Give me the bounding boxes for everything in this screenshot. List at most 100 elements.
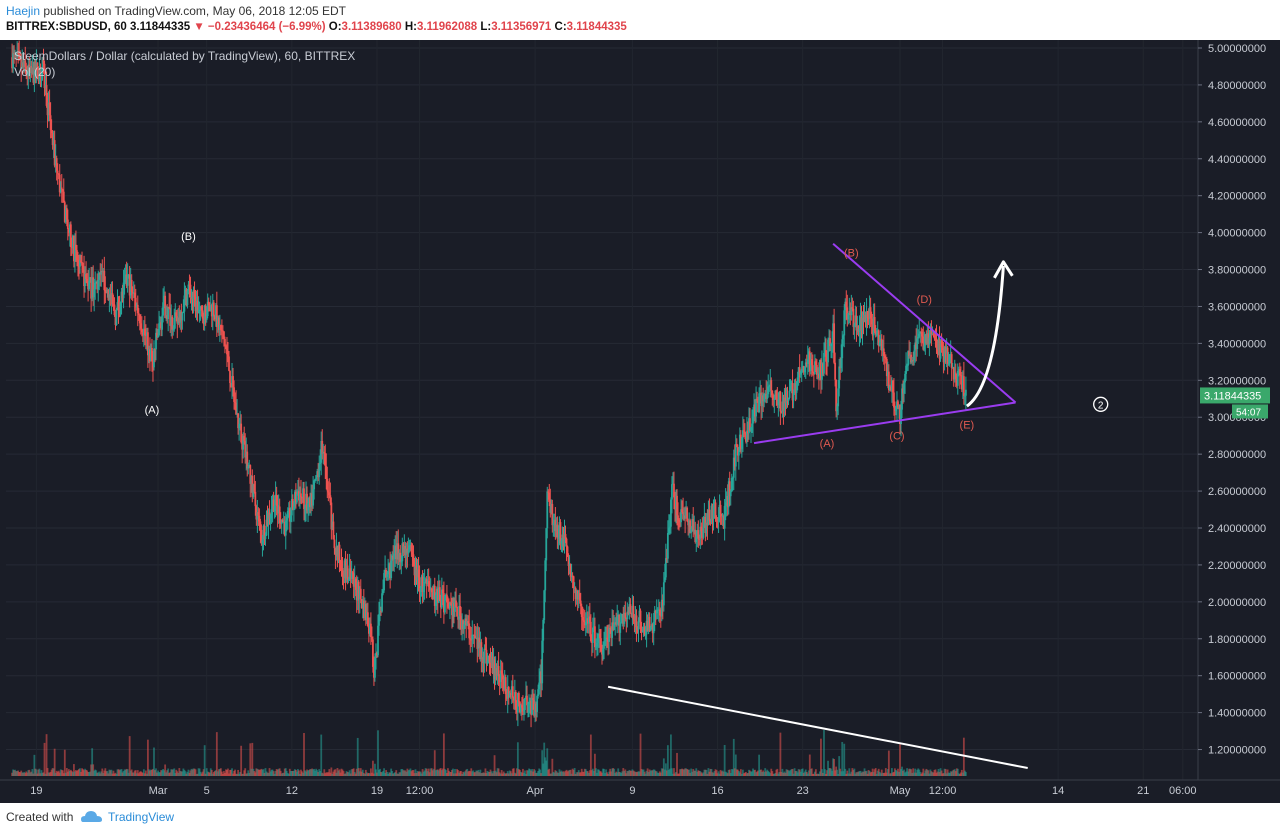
volume-bar [188,772,191,776]
candle-body [560,540,563,544]
candle-body [264,535,267,540]
candle-body [496,665,499,677]
volume-bar [710,769,713,776]
volume-bar [149,770,151,776]
volume-bar [411,770,414,776]
volume-bar [222,773,224,776]
candle-body [587,616,590,624]
volume-bar [936,771,939,776]
volume-bar [602,768,604,776]
candle-body [55,158,58,171]
volume-bar [596,772,598,776]
candle-body [592,626,595,628]
volume-bar [150,769,152,776]
candle-body [81,262,83,266]
candle-body [165,315,168,318]
candle-body [163,295,166,303]
candle-body [873,317,876,331]
candle-body [426,581,429,585]
candle-body [802,366,805,373]
candle-body [115,309,118,326]
volume-bar [617,768,620,776]
volume-bar [153,747,155,776]
candle-body [723,505,726,529]
candle-body [412,554,415,562]
candle-body [94,282,97,290]
volume-bar [508,770,511,776]
volume-bar [749,770,751,776]
x-tick-label: 12 [286,785,298,797]
candle-body [332,521,335,540]
candle-body [380,611,382,613]
candle-body [590,640,593,643]
candle-body [410,545,413,553]
candle-body [474,635,477,639]
volume-bar [50,769,53,776]
candle-body [844,301,847,311]
y-tick-label: 2.80000000 [1208,449,1266,461]
volume-bar [367,772,370,776]
candle-body [874,330,877,335]
candle-body [835,379,838,412]
candle-body [123,279,126,283]
candle-body [359,588,362,600]
price-chart[interactable]: 5.000000004.800000004.600000004.40000000… [0,40,1280,803]
volume-bar [859,770,862,776]
candle-body [341,568,344,576]
x-tick-label: 12:00 [929,785,957,797]
volume-bar [315,768,318,776]
candle-body [457,616,459,620]
volume-bar [265,771,268,776]
candle-body [36,62,39,76]
volume-bar [573,768,576,776]
candle-body [871,324,874,336]
volume-bar [99,773,102,776]
volume-bar [347,772,350,776]
volume-bar [432,768,435,776]
candle-body [659,615,662,617]
volume-bar [300,769,302,776]
candle-body [942,350,945,363]
volume-bar [362,772,365,776]
volume-bar [789,770,792,776]
volume-bar [706,773,709,776]
candle-body [715,518,718,520]
volume-bar [929,769,932,776]
x-tick-label: 16 [711,785,723,797]
candle-body [777,399,780,406]
volume-bar [332,771,335,776]
volume-bar [424,768,427,776]
volume-bar [197,768,200,776]
volume-bar [930,771,933,776]
volume-bar [51,768,54,776]
tradingview-brand[interactable]: TradingView [108,810,175,824]
volume-bar [25,771,28,776]
candle-body [383,573,385,591]
candle-body [436,588,439,603]
candle-body [290,498,293,516]
candle-body [811,365,814,373]
volume-bar [297,769,299,776]
volume-bar [586,771,589,776]
volume-bar [179,770,182,776]
candle-body [269,514,272,519]
author-link[interactable]: Haejin [6,4,41,18]
volume-bar [435,769,438,776]
volume-bar [946,769,949,776]
candle-body [638,610,641,622]
candle-body [260,529,263,544]
candle-body [683,515,686,520]
x-tick-label: 5 [204,785,210,797]
candle-body [885,359,888,377]
candle-body [93,289,96,298]
candle-body [199,306,202,310]
candle-body [552,523,555,526]
candle-body [924,334,927,346]
candle-body [289,515,292,522]
volume-bar [699,771,702,776]
candle-body [542,619,545,641]
volume-bar [653,769,656,776]
volume-bar [165,772,168,776]
candle-body [591,627,594,643]
volume-bar [782,772,785,776]
